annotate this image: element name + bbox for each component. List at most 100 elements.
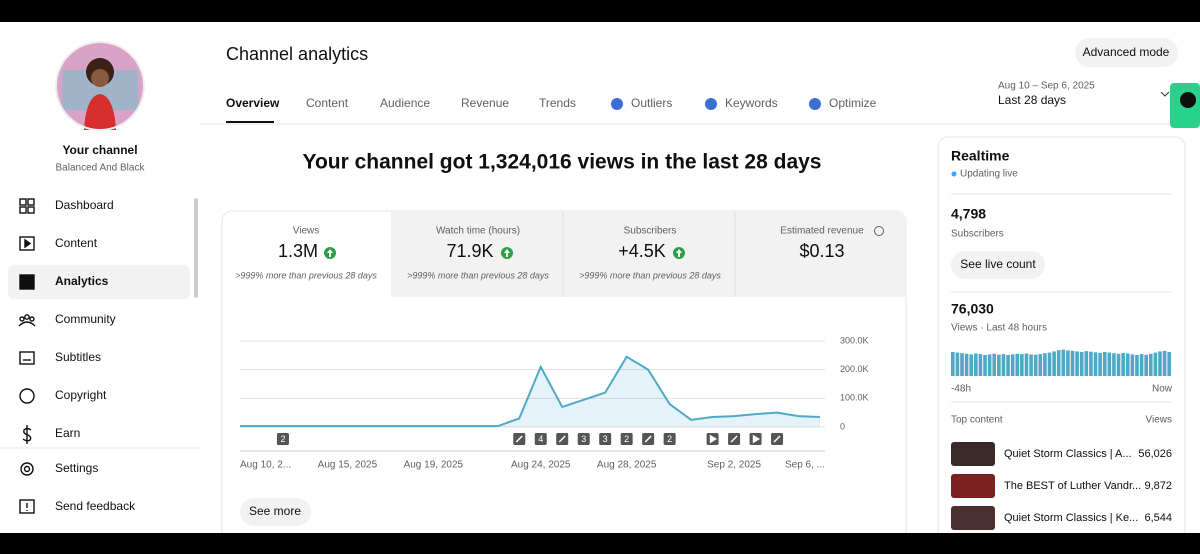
realtime-bar	[1084, 351, 1089, 376]
live-count-button[interactable]: See live count	[951, 251, 1045, 279]
metric-label: Watch time (hours)	[436, 226, 520, 237]
video-title: Quiet Storm Classics | A...	[1004, 448, 1132, 460]
nav-item[interactable]: Dashboard	[55, 198, 114, 212]
channel-label: Your channel	[62, 143, 137, 157]
thumbnail	[951, 442, 995, 466]
tab-icons	[611, 98, 821, 110]
marker	[620, 433, 633, 445]
realtime-bar	[1075, 351, 1079, 376]
video-views: 6,544	[1144, 512, 1172, 524]
marker-label: 3	[603, 434, 608, 444]
up-arrow	[504, 249, 510, 257]
realtime-bar	[1038, 354, 1043, 376]
channel-name: Balanced And Black	[56, 163, 146, 174]
nav-item[interactable]: Subtitles	[55, 350, 101, 364]
tab[interactable]: Audience	[380, 96, 430, 110]
views-label: Views · Last 48 hours	[951, 323, 1047, 334]
y-tick-label: 200.0K	[840, 364, 869, 374]
realtime-bar	[960, 353, 964, 376]
realtime-bar	[1061, 349, 1066, 376]
realtime-bar	[1066, 350, 1070, 376]
realtime-title: Realtime	[951, 148, 1010, 164]
realtime-bar	[1121, 352, 1125, 376]
y-tick-label: 0	[840, 421, 845, 431]
marker-label: 2	[624, 434, 629, 444]
tab[interactable]: Content	[306, 96, 349, 110]
avatar	[55, 41, 145, 131]
realtime-bar	[1116, 353, 1121, 376]
up-arrow	[327, 249, 333, 257]
nav-item[interactable]: Send feedback	[55, 499, 136, 513]
bars-start: -48h	[951, 384, 971, 395]
realtime-bar	[1070, 350, 1075, 376]
y-tick-label: 100.0K	[840, 393, 869, 403]
marker-glyph	[515, 435, 523, 443]
button-label: See more	[249, 504, 301, 518]
tab[interactable]: Optimize	[829, 96, 877, 110]
realtime-bar	[1125, 353, 1130, 376]
video-views: 9,872	[1144, 480, 1172, 492]
button-label: See live count	[960, 257, 1036, 271]
realtime-bar	[955, 352, 960, 376]
realtime-bar	[1158, 351, 1162, 376]
marker-glyph	[644, 435, 652, 443]
tab[interactable]: Outliers	[631, 96, 672, 110]
nav-item[interactable]: Settings	[55, 461, 98, 475]
marker	[534, 433, 547, 445]
see-more-button[interactable]: See more	[240, 498, 311, 526]
x-tick-label: Aug 28, 2025	[597, 460, 657, 471]
x-tick-label: Sep 6, ...	[785, 460, 825, 471]
up-arrow	[676, 249, 682, 257]
nav-icons	[18, 198, 36, 514]
tab-underline	[226, 121, 274, 123]
views-column: Views	[1146, 415, 1173, 426]
marker-glyph	[709, 434, 718, 444]
nav-item[interactable]: Community	[55, 312, 116, 326]
info-icon	[874, 226, 884, 236]
metric-label: Views	[293, 226, 320, 237]
realtime-bar	[1043, 353, 1047, 376]
area	[240, 356, 820, 427]
marker	[577, 433, 590, 445]
realtime-bar	[1020, 354, 1024, 376]
realtime-bar	[1047, 352, 1052, 376]
realtime-bar	[997, 354, 1001, 376]
realtime-bar	[1130, 354, 1135, 376]
nav-item[interactable]: Copyright	[55, 388, 107, 402]
realtime-bar	[964, 353, 969, 376]
marker-label: 4	[538, 434, 543, 444]
tab[interactable]: Trends	[539, 96, 576, 110]
date-range[interactable]: Aug 10 – Sep 6, 2025	[998, 81, 1095, 92]
marker	[663, 433, 676, 445]
advanced-button[interactable]: Advanced mode	[1075, 38, 1178, 67]
marker-label: 2	[280, 434, 285, 444]
realtime-bar	[951, 352, 955, 376]
marker-glyph	[558, 435, 566, 443]
realtime-bar	[1162, 350, 1167, 376]
tab[interactable]: Overview	[226, 96, 280, 110]
views-count: 76,030	[951, 301, 994, 317]
top-content-label: Top content	[951, 415, 1003, 426]
summary: Your channel got 1,324,016 views in the …	[303, 151, 822, 174]
realtime-bar	[969, 354, 974, 376]
realtime-bar	[1139, 354, 1144, 376]
tab[interactable]: Keywords	[725, 96, 778, 110]
chevron[interactable]	[1160, 91, 1170, 97]
realtime-bar	[1148, 353, 1153, 376]
realtime-bar	[1144, 354, 1148, 376]
realtime-bar	[1056, 350, 1061, 376]
x-tick-label: Sep 2, 2025	[707, 460, 761, 471]
nav-item[interactable]: Content	[55, 236, 98, 250]
marker	[276, 433, 289, 445]
nav-item[interactable]: Analytics	[55, 274, 109, 288]
marker-glyph	[730, 435, 738, 443]
period[interactable]: Last 28 days	[998, 93, 1066, 107]
marker	[599, 433, 612, 445]
tab[interactable]: Revenue	[461, 96, 509, 110]
realtime-bar	[992, 353, 997, 376]
realtime-bar	[1102, 352, 1107, 376]
nav-item[interactable]: Earn	[55, 426, 80, 440]
thumbnail	[951, 506, 995, 530]
video-title: Quiet Storm Classics | Ke...	[1004, 512, 1138, 524]
